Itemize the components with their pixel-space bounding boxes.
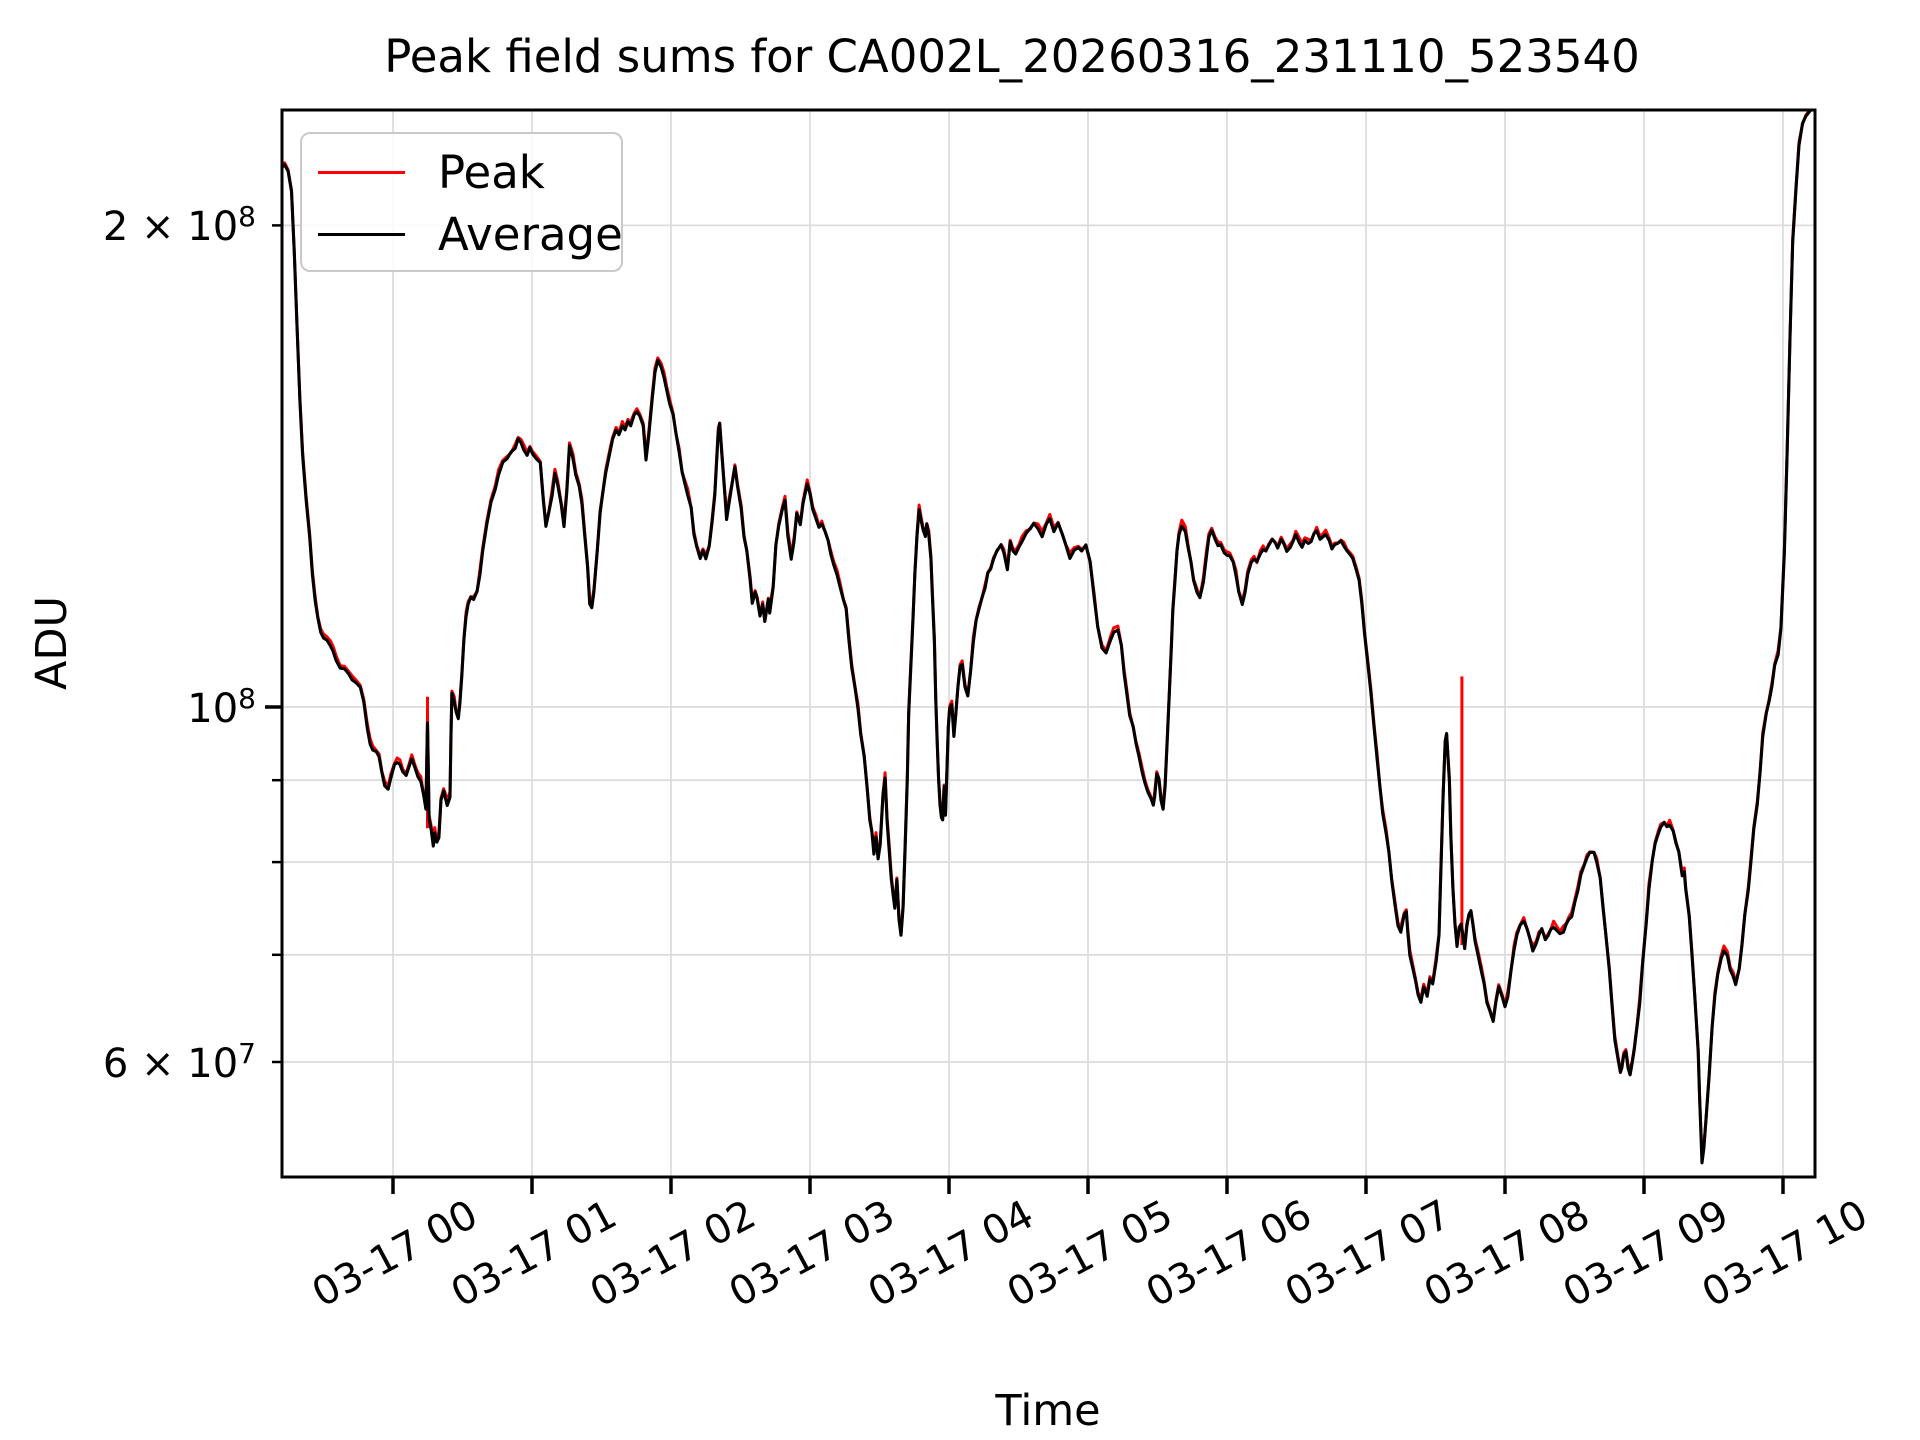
legend-label-peak: Peak — [438, 145, 545, 199]
axes-frame — [280, 108, 1817, 1179]
legend-entry-peak: Peak — [318, 142, 545, 202]
legend: Peak Average — [300, 132, 623, 272]
y-tick-label: 108 — [187, 681, 256, 733]
average-series-line — [282, 110, 1814, 1165]
x-axis-label: Time — [995, 1386, 1101, 1436]
chart-title: Peak field sums for CA002L_20260316_2311… — [384, 30, 1640, 83]
y-tick-label: 6 × 107 — [102, 1036, 256, 1088]
legend-entry-average: Average — [318, 204, 623, 264]
y-axis-label: ADU — [27, 596, 77, 690]
y-tick-label: 2 × 108 — [102, 200, 256, 251]
legend-label-average: Average — [438, 207, 623, 261]
peak-line-sample — [318, 170, 405, 174]
average-line-sample — [318, 232, 405, 236]
